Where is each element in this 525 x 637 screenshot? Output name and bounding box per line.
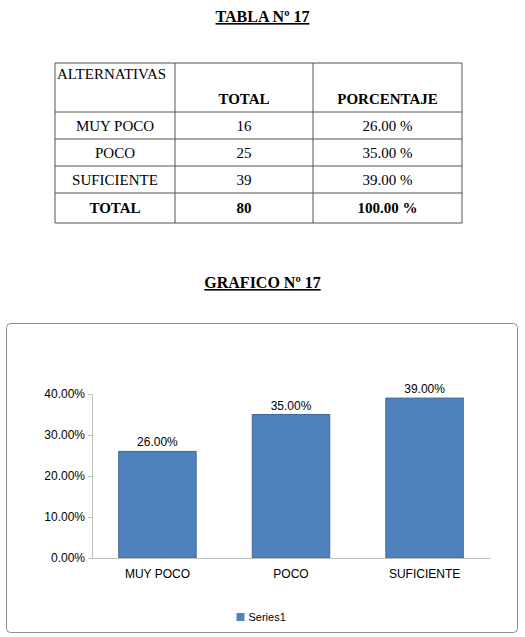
table-cell: 16 xyxy=(237,118,253,134)
table-cell: 80 xyxy=(237,200,252,216)
y-tick-mark xyxy=(88,435,92,436)
bars xyxy=(119,398,464,558)
y-tick-mark xyxy=(88,558,92,559)
table-rule xyxy=(175,63,176,223)
table-rule xyxy=(462,63,463,223)
y-axis: 0.00% 10.00% 20.00% 30.00% 40.00% xyxy=(44,387,92,565)
x-axis-line xyxy=(93,558,491,559)
y-tick: 30.00% xyxy=(44,428,92,442)
y-tick-label: 20.00% xyxy=(44,469,85,483)
data-label: 26.00% xyxy=(137,435,178,449)
y-tick: 40.00% xyxy=(44,387,92,401)
y-axis-line xyxy=(88,395,93,559)
y-tick: 20.00% xyxy=(44,469,92,483)
data-label: 35.00% xyxy=(271,399,312,413)
chart-frame xyxy=(7,324,518,633)
chart-title: GRAFICO Nº 17 xyxy=(204,274,320,291)
table-rule xyxy=(55,63,56,223)
x-axis: MUY POCO POCO SUFICIENTE xyxy=(93,558,491,581)
table-rule xyxy=(55,193,462,194)
legend: Series1 xyxy=(237,611,286,623)
table: ALTERNATIVAS TOTAL PORCENTAJE MUY POCO 16 26.… xyxy=(55,63,462,223)
x-tick: MUY POCO xyxy=(125,558,190,581)
table-header: TOTAL xyxy=(218,91,269,107)
bar xyxy=(119,451,196,558)
table-rule xyxy=(313,63,314,223)
y-tick: 0.00% xyxy=(51,551,92,565)
table-rule xyxy=(55,166,462,167)
table-header: ALTERNATIVAS xyxy=(57,66,166,82)
y-tick-label: 30.00% xyxy=(44,428,85,442)
table-cell: MUY POCO xyxy=(76,118,154,134)
data-label: 39.00% xyxy=(404,382,445,396)
legend-label: Series1 xyxy=(249,611,286,623)
table-cell: 100.00 % xyxy=(358,200,418,216)
x-tick: POCO xyxy=(273,558,308,581)
table-cell: POCO xyxy=(95,145,135,161)
table-title: TABLA Nº 17 xyxy=(216,8,310,25)
x-tick: SUFICIENTE xyxy=(389,558,460,581)
table-rule xyxy=(55,139,462,140)
page: TABLA Nº 17 ALTERNATIVAS TOTAL PORCENTAJE MU… xyxy=(0,0,525,637)
legend-swatch xyxy=(237,613,245,621)
table-header: PORCENTAJE xyxy=(337,91,438,107)
y-tick: 10.00% xyxy=(44,510,92,524)
y-tick-label: 10.00% xyxy=(44,510,85,524)
y-tick-label: 40.00% xyxy=(44,387,85,401)
table-cell: 35.00 % xyxy=(363,145,413,161)
data-labels: 26.00% 35.00% 39.00% xyxy=(137,382,445,449)
y-tick-mark xyxy=(88,517,92,518)
table-rule xyxy=(55,223,462,224)
x-tick-label: POCO xyxy=(273,567,308,581)
x-tick-label: MUY POCO xyxy=(125,567,190,581)
x-tick-label: SUFICIENTE xyxy=(389,567,460,581)
table-cell: 39 xyxy=(237,172,252,188)
y-tick-label: 0.00% xyxy=(51,551,85,565)
y-tick-mark xyxy=(88,394,92,395)
table-rule xyxy=(55,112,462,113)
bar xyxy=(386,398,463,558)
table-cell: 25 xyxy=(237,145,252,161)
table-cell: 39.00 % xyxy=(363,172,413,188)
table-cell: TOTAL xyxy=(89,200,140,216)
table-cell: 26.00 % xyxy=(363,118,413,134)
y-tick-mark xyxy=(88,476,92,477)
table-cell: SUFICIENTE xyxy=(72,172,158,188)
table-rule xyxy=(55,63,462,64)
bar xyxy=(252,415,329,559)
